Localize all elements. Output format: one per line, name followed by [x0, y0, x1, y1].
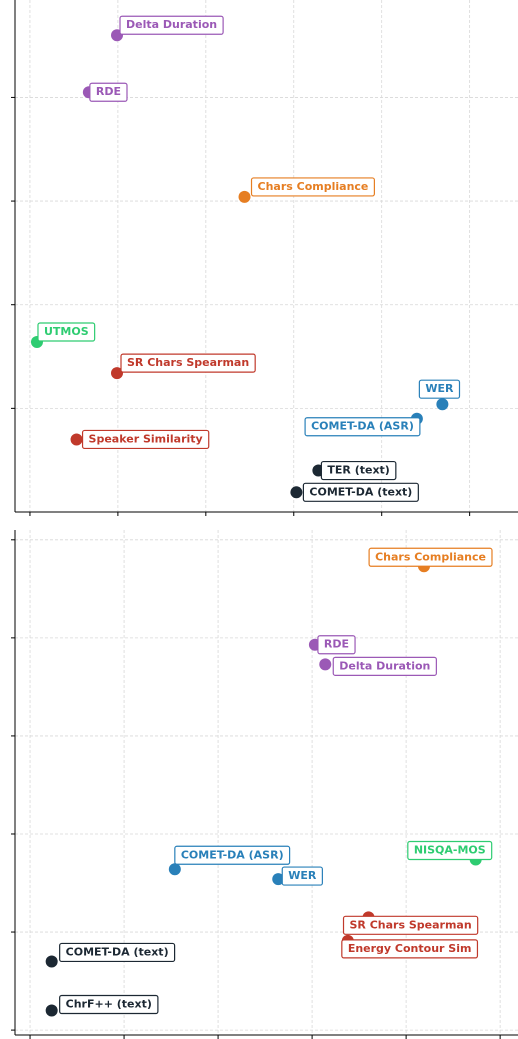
point-label: Energy Contour Sim — [348, 942, 472, 955]
point-label: ChrF++ (text) — [66, 997, 152, 1010]
label-box — [407, 840, 493, 861]
point-label: Delta Duration — [126, 18, 217, 31]
point-label: Chars Compliance — [258, 180, 369, 193]
point-label: COMET-DA (ASR) — [311, 420, 414, 433]
label-box — [37, 322, 96, 342]
point-label: Chars Compliance — [375, 550, 486, 563]
point — [45, 1004, 58, 1017]
point-label: WER — [425, 382, 454, 395]
label-box — [342, 915, 479, 935]
point — [290, 486, 303, 499]
point — [238, 190, 251, 203]
point-label: Delta Duration — [339, 659, 430, 672]
label-box — [250, 177, 375, 197]
point-label: RDE — [324, 638, 349, 651]
label-box — [332, 656, 437, 676]
label-box — [89, 82, 128, 102]
point-label: COMET-DA (text) — [309, 485, 412, 498]
label-box — [368, 547, 493, 567]
point — [272, 873, 285, 886]
label-box — [281, 866, 323, 886]
label-box — [174, 845, 291, 865]
point-label: NISQA-MOS — [414, 843, 486, 856]
label-box — [304, 417, 421, 437]
point-label: COMET-DA (ASR) — [181, 848, 284, 861]
label-box — [120, 353, 256, 373]
label-box — [119, 15, 224, 35]
label-box — [341, 939, 479, 959]
point-label: Speaker Similarity — [89, 432, 203, 445]
label-box — [418, 379, 461, 399]
point-label: SR Chars Spearman — [127, 356, 249, 369]
point-label: COMET-DA (text) — [66, 945, 169, 958]
label-box — [320, 460, 397, 481]
point-label: SR Chars Spearman — [350, 918, 472, 931]
point — [111, 367, 124, 380]
label-box — [81, 429, 210, 450]
point — [45, 955, 58, 968]
point-label: UTMOS — [44, 325, 89, 338]
label-box — [59, 942, 176, 963]
point — [168, 863, 181, 876]
label-box — [59, 994, 159, 1015]
point-label: TER (text) — [327, 464, 389, 477]
label-box — [317, 635, 356, 655]
point — [319, 658, 332, 671]
point-label: RDE — [96, 85, 121, 98]
point — [70, 433, 83, 446]
label-box — [302, 482, 419, 502]
point-label: WER — [288, 869, 317, 882]
point — [436, 398, 449, 411]
